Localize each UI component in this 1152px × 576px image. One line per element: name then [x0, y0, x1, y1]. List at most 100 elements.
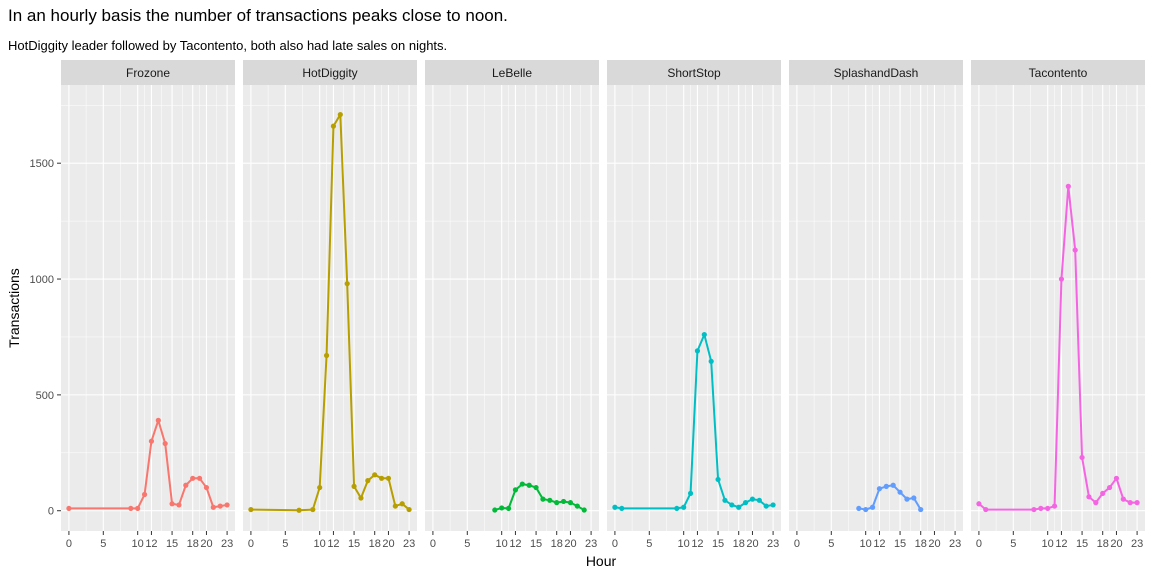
data-point	[512, 487, 519, 493]
x-tick-label: 10	[314, 538, 326, 550]
data-point	[378, 475, 385, 481]
data-point	[372, 472, 378, 478]
data-point	[224, 502, 230, 508]
data-point	[701, 332, 707, 338]
facet-strip	[243, 60, 417, 85]
x-tick-label: 5	[1010, 538, 1016, 550]
data-point	[1086, 494, 1092, 500]
data-point	[365, 478, 371, 484]
data-point	[715, 476, 721, 483]
x-tick-label: 15	[712, 538, 724, 550]
panel-background	[971, 85, 1145, 531]
x-tick-label: 15	[894, 538, 906, 550]
data-point	[681, 504, 687, 510]
data-point	[694, 348, 701, 354]
x-tick-label: 12	[145, 538, 157, 550]
data-point	[533, 484, 539, 491]
data-point	[248, 506, 254, 513]
facet-strip-label: HotDiggity	[302, 66, 357, 80]
data-point	[317, 484, 323, 491]
x-tick-label: 0	[612, 538, 618, 550]
x-tick-label: 18	[551, 538, 563, 550]
data-point	[736, 504, 742, 510]
data-point	[358, 495, 364, 501]
data-point	[337, 111, 343, 118]
x-tick-label: 20	[1110, 538, 1122, 550]
data-point	[904, 496, 910, 502]
data-point	[722, 497, 728, 503]
x-tick-label: 12	[691, 538, 703, 550]
data-point	[210, 504, 216, 510]
facet-panel-lebelle: LeBelle 0 5 10 12 15 18 20 23	[425, 60, 599, 550]
x-tick-label: 0	[794, 538, 800, 550]
data-point	[674, 505, 680, 512]
facet-panel-frozone: Frozone 0 5 10 12 15 18 20 23	[61, 60, 235, 550]
data-point	[560, 498, 567, 505]
x-tick-label: 23	[767, 538, 779, 550]
facet-strip	[971, 60, 1145, 85]
data-point	[330, 123, 337, 129]
data-point	[1065, 183, 1071, 189]
data-point	[976, 501, 982, 507]
x-tick-label: 12	[509, 538, 521, 550]
data-point	[190, 475, 196, 481]
data-point	[499, 505, 505, 511]
data-point	[581, 507, 587, 513]
facet-panel-tacontento: Tacontento 0 5 10 12 15 18 20 23	[971, 60, 1145, 550]
x-tick-label: 20	[928, 538, 940, 550]
data-point	[1045, 505, 1051, 512]
x-tick-label: 12	[873, 538, 885, 550]
data-point	[162, 440, 168, 447]
facet-strip	[789, 60, 963, 85]
data-point	[217, 503, 223, 509]
x-tick-label: 10	[496, 538, 508, 550]
data-point	[708, 358, 714, 364]
x-tick-label: 23	[949, 538, 961, 550]
panel-background	[243, 85, 417, 531]
x-tick-label: 5	[828, 538, 834, 550]
data-point	[196, 475, 203, 481]
data-point	[1038, 505, 1044, 512]
data-point	[612, 504, 618, 510]
data-point	[983, 506, 989, 513]
data-point	[918, 506, 924, 513]
data-point	[890, 482, 896, 488]
x-tick-label: 23	[221, 538, 233, 550]
data-point	[492, 507, 498, 513]
x-tick-label: 10	[860, 538, 872, 550]
panel-background	[425, 85, 599, 531]
data-point	[66, 505, 72, 512]
y-axis: 0 500 1000 1500	[30, 158, 61, 518]
facet-strip	[61, 60, 235, 85]
x-tick-label: 23	[403, 538, 415, 550]
data-point	[856, 505, 862, 512]
facet-strip-label: Tacontento	[1029, 66, 1088, 80]
data-point	[554, 500, 560, 506]
x-axis-title: Hour	[586, 553, 617, 569]
data-point	[770, 502, 776, 508]
x-tick-label: 12	[327, 538, 339, 550]
x-tick-label: 15	[1076, 538, 1088, 550]
data-point	[148, 438, 155, 444]
facet-panel-shortstop: ShortStop 0 5 10 12 15 18 20 23	[607, 60, 781, 550]
y-tick-label: 1500	[30, 158, 54, 170]
data-point	[1127, 500, 1133, 506]
data-point	[406, 506, 412, 513]
x-tick-label: 5	[100, 538, 106, 550]
data-point	[141, 491, 148, 498]
x-tick-label: 20	[564, 538, 576, 550]
data-point	[399, 501, 405, 507]
data-point	[385, 475, 392, 481]
data-point	[742, 500, 749, 506]
x-tick-label: 12	[1055, 538, 1067, 550]
data-point	[883, 483, 889, 489]
facet-strip-label: SplashandDash	[834, 66, 919, 80]
data-point	[1120, 496, 1126, 502]
facet-panel-hotdiggity: HotDiggity 0 5 10 12 15 18 20 23	[243, 60, 417, 550]
x-tick-label: 18	[733, 538, 745, 550]
data-point	[176, 502, 182, 508]
y-axis-title: Transactions	[6, 268, 22, 348]
x-tick-label: 0	[66, 538, 72, 550]
